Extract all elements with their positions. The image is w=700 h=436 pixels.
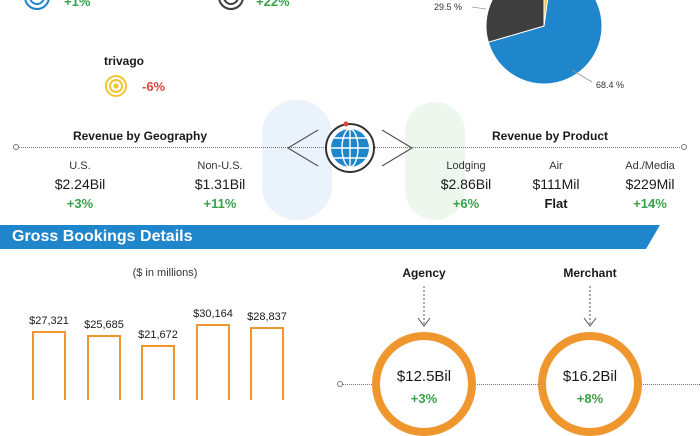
geo-item-nonus: Non-U.S. $1.31Bil +11% xyxy=(180,160,260,211)
pie-slice-small xyxy=(543,0,548,27)
merchant-label: Merchant xyxy=(563,266,617,280)
geo-nonus-label: Non-U.S. xyxy=(197,160,243,172)
brand-left-change: +1% xyxy=(64,0,91,9)
brand-icon-trivago xyxy=(104,74,128,103)
merchant-change: +8% xyxy=(576,391,604,406)
revenue-pie-chart: 68.4 % 29.5 % xyxy=(434,0,624,90)
geo-nonus-value: $1.31Bil xyxy=(194,176,246,192)
pie-label-large: 68.4 % xyxy=(596,80,624,90)
product-air-change: Flat xyxy=(544,196,568,211)
target-icon-dark xyxy=(218,0,244,10)
bar-1 xyxy=(32,331,66,400)
product-admedia-value: $229Mil xyxy=(625,176,675,192)
product-item-air: Air $111Mil Flat xyxy=(518,160,594,211)
bar-4 xyxy=(196,324,230,400)
brand-icon-mid xyxy=(218,0,244,15)
watermark-green-shape xyxy=(405,102,465,220)
bar-3 xyxy=(141,345,175,400)
gross-bookings-banner: Gross Bookings Details xyxy=(0,225,660,249)
bar-value-label-3: $21,672 xyxy=(138,329,178,341)
agency-bubble: $12.5Bil +3% xyxy=(372,332,476,436)
brand-trivago-change: -6% xyxy=(142,79,166,94)
revenue-product-title: Revenue by Product xyxy=(491,129,609,143)
merchant-arrow-icon xyxy=(583,286,597,327)
product-item-lodging: Lodging $2.86Bil +6% xyxy=(428,160,504,211)
agency-change: +3% xyxy=(410,391,438,406)
geo-us-change: +3% xyxy=(66,196,94,211)
pie-slice-medium xyxy=(485,0,545,43)
target-icon-yellow xyxy=(105,75,127,97)
geo-item-us: U.S. $2.24Bil +3% xyxy=(40,160,120,211)
geo-us-label: U.S. xyxy=(69,160,91,172)
product-lodging-label: Lodging xyxy=(446,160,486,172)
geo-us-value: $2.24Bil xyxy=(54,176,106,192)
bar-value-label-5: $28,837 xyxy=(247,311,287,323)
agency-value: $12.5Bil xyxy=(396,368,452,385)
target-icon-blue xyxy=(24,0,50,10)
geo-nonus-change: +11% xyxy=(203,196,237,211)
watermark-blue-shape xyxy=(262,100,332,220)
product-air-value: $111Mil xyxy=(532,176,580,192)
bar-chart-unit-note: ($ in millions) xyxy=(132,267,198,279)
bar-value-label-4: $30,164 xyxy=(193,308,233,320)
pie-label-medium: 29.5 % xyxy=(434,2,462,12)
product-admedia-label: Ad./Media xyxy=(625,160,675,172)
merchant-value: $16.2Bil xyxy=(562,368,618,385)
bar-value-label-1: $27,321 xyxy=(29,315,69,327)
bar-5 xyxy=(250,327,284,400)
bookings-divider xyxy=(340,384,700,385)
agency-label: Agency xyxy=(402,266,446,280)
gross-bookings-bar-chart: $27,321 $25,685 $21,672 $30,164 $28,837 xyxy=(0,300,320,400)
product-item-admedia: Ad./Media $229Mil +14% xyxy=(610,160,690,211)
product-lodging-change: +6% xyxy=(452,196,480,211)
product-lodging-value: $2.86Bil xyxy=(440,176,492,192)
product-admedia-change: +14% xyxy=(633,196,667,211)
bar-2 xyxy=(87,335,121,400)
brand-trivago-name: trivago xyxy=(104,54,145,68)
product-air-label: Air xyxy=(549,160,563,172)
gross-bookings-title: Gross Bookings Details xyxy=(12,228,193,245)
pie-slice-large xyxy=(487,0,603,85)
revenue-geo-title: Revenue by Geography xyxy=(72,129,208,143)
merchant-bubble: $16.2Bil +8% xyxy=(538,332,642,436)
bar-value-label-2: $25,685 xyxy=(84,319,124,331)
globe-connector xyxy=(286,121,414,173)
agency-arrow-icon xyxy=(417,286,431,327)
brand-mid-change: +22% xyxy=(256,0,290,9)
brand-icon-left xyxy=(24,0,50,15)
